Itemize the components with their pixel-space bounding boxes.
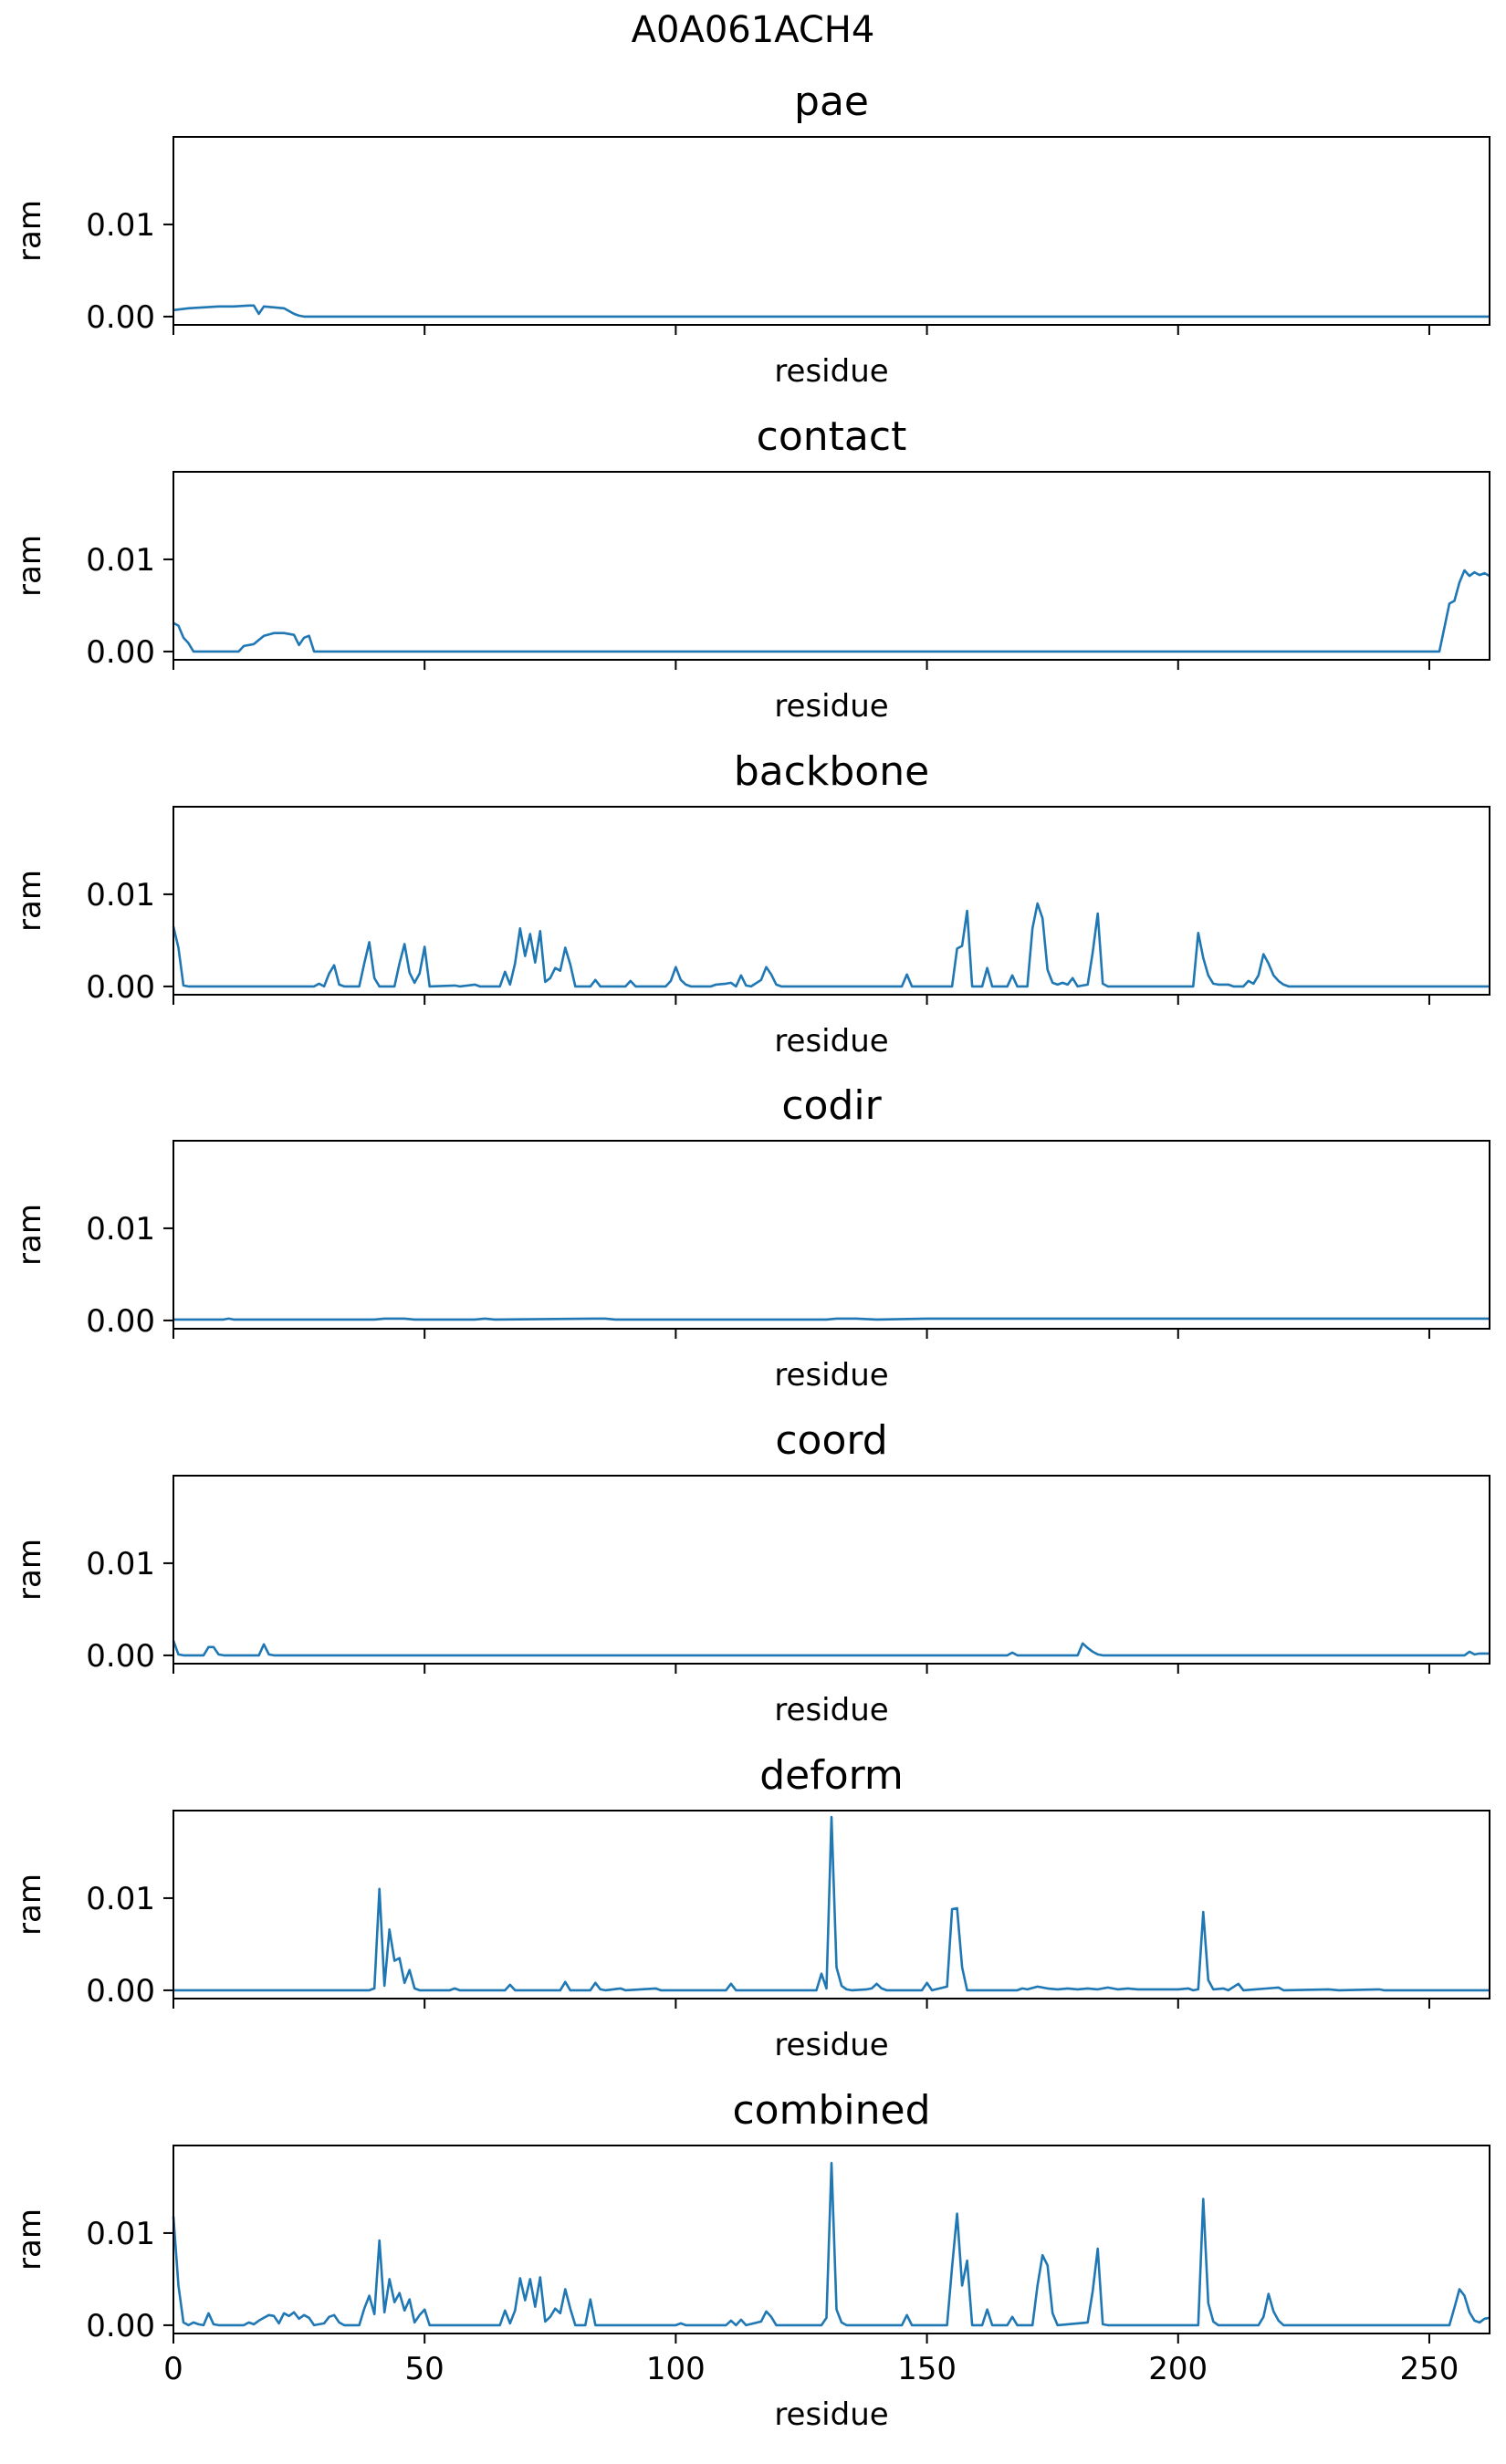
y-tick-label: 0.00 [86,1303,155,1340]
y-tick-label: 0.00 [86,634,155,671]
y-axis-label: ram [12,870,48,932]
subplot-panels: pae 0.00 0.01 residue ram contact 0.00 0.01 resi… [12,78,1490,2433]
x-tick-label: 0 [163,2351,183,2387]
subplot-title: combined [732,2087,930,2134]
y-tick-label: 0.01 [86,1546,155,1582]
axes-frame [173,136,1490,326]
subplot-contact: contact 0.00 0.01 residue ram [12,413,1490,725]
y-tick-label: 0.01 [86,542,155,579]
x-tick-label: 50 [405,2351,444,2387]
x-axis-label: residue [774,688,888,725]
x-axis-label: residue [774,2396,888,2433]
y-tick-label: 0.01 [86,2216,155,2252]
axes-frame [173,1810,1490,1999]
x-tick-label: 100 [646,2351,706,2387]
subplot-backbone: backbone 0.00 0.01 residue ram [12,748,1490,1060]
subplot-coord: coord 0.00 0.01 residue ram [12,1417,1490,1728]
x-axis-label: residue [774,1692,888,1728]
y-tick-label: 0.01 [86,207,155,244]
series-line-pae [173,304,1490,318]
y-tick-label: 0.00 [86,299,155,336]
y-tick-label: 0.01 [86,877,155,914]
y-axis-label: ram [12,200,48,262]
y-axis-label: ram [12,535,48,597]
subplot-combined: combined 0.00 0.01 0 50 100 150 200 250 residue ra… [12,2087,1490,2433]
x-tick-label: 150 [897,2351,957,2387]
y-tick-label: 0.01 [86,1211,155,1248]
x-tick-label: 250 [1400,2351,1459,2387]
axes-frame [173,1140,1490,1330]
series-line-coord [172,1640,1490,1657]
subplot-title: contact [757,413,907,460]
series-line-contact [173,569,1490,653]
subplot-deform: deform 0.00 0.01 residue ram [12,1752,1490,2063]
y-axis-label: ram [12,2208,48,2271]
y-axis-label: ram [12,1874,48,1936]
axes-frame [173,471,1490,661]
x-axis-label: residue [774,353,888,390]
y-tick-label: 0.00 [86,1638,155,1675]
series-line-deform [173,1815,1490,1992]
subplot-title: coord [775,1417,887,1464]
y-axis-label: ram [12,1204,48,1266]
subplot-title: backbone [734,748,929,795]
series-line-combined [172,2161,1490,2327]
axes-frame [173,806,1490,996]
series-line-codir [173,1317,1490,1321]
x-axis-label: residue [774,2027,888,2063]
series-line-backbone [172,902,1490,988]
subplot-title: pae [794,78,869,125]
y-tick-label: 0.00 [86,1973,155,2010]
y-tick-label: 0.01 [86,1881,155,1917]
x-tick-label: 200 [1148,2351,1208,2387]
figure-suptitle: A0A061ACH4 [632,9,875,51]
subplot-codir: codir 0.00 0.01 residue ram [12,1082,1490,1394]
y-tick-label: 0.00 [86,969,155,1006]
x-axis-label: residue [774,1023,888,1060]
x-axis-label: residue [774,1357,888,1394]
axes-frame [173,2145,1490,2334]
subplot-title: codir [781,1082,882,1129]
axes-frame [173,1475,1490,1665]
subplot-title: deform [759,1752,904,1799]
y-tick-label: 0.00 [86,2308,155,2344]
y-axis-label: ram [12,1539,48,1601]
subplot-pae: pae 0.00 0.01 residue ram [12,78,1490,390]
